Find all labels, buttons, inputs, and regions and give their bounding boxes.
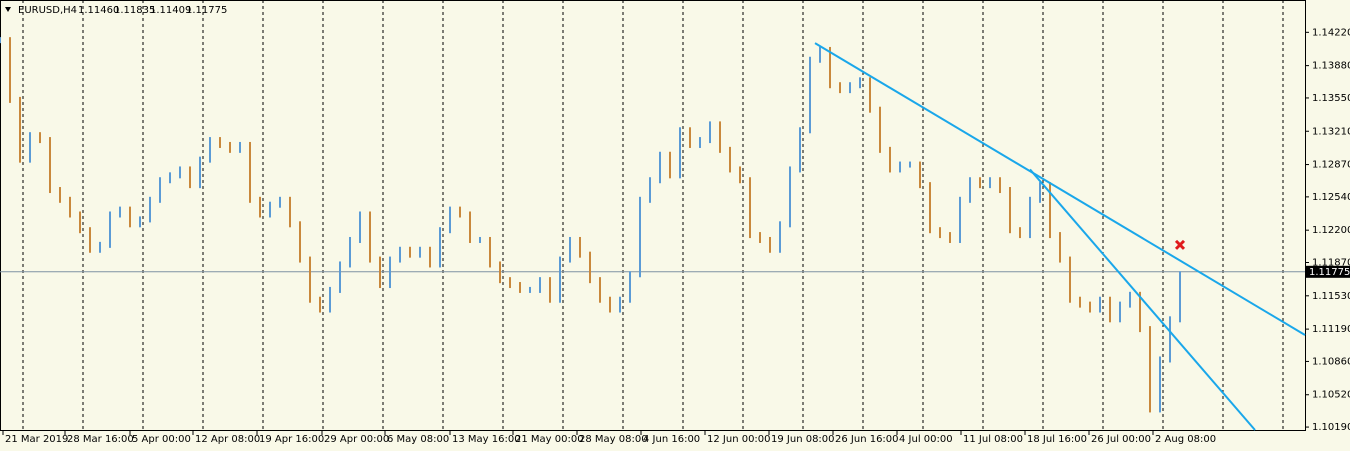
x-tick-label: 19 Jun 08:00 (771, 434, 835, 445)
y-tick-label: 1.11190 (1312, 324, 1350, 335)
y-tick-label: 1.13210 (1312, 126, 1350, 137)
x-tick-label: 21 May 00:00 (515, 434, 584, 445)
x-tick-label: 4 Jun 16:00 (643, 434, 700, 445)
x-tick-label: 19 Apr 16:00 (259, 434, 324, 445)
trendline (814, 42, 1306, 336)
x-tick-label: 2 Aug 08:00 (1155, 434, 1216, 445)
symbol: EURUSD,H4 (18, 5, 77, 16)
x-tick-label: 28 Mar 16:00 (67, 434, 134, 445)
x-tick-label: 11 Jul 08:00 (963, 434, 1023, 445)
x-tick-label: 4 Jul 00:00 (899, 434, 953, 445)
menu-arrow[interactable] (5, 7, 11, 12)
y-tick-label: 1.12870 (1312, 160, 1350, 171)
x-tick-label: 12 Jun 00:00 (707, 434, 771, 445)
current-price-label: 1.11775 (1309, 267, 1350, 278)
y-tick-label: 1.10520 (1312, 390, 1350, 401)
current-price-box (1306, 265, 1350, 278)
x-tick-label: 12 Apr 08:00 (195, 434, 260, 445)
sell-marker (1174, 239, 1186, 250)
x-tick-label: 5 Apr 00:00 (132, 434, 191, 445)
x-tick-label: 6 May 08:00 (387, 434, 449, 445)
x-tick-label: 28 May 08:00 (579, 434, 648, 445)
y-tick-label: 1.13550 (1312, 93, 1350, 104)
x-tick-label: 26 Jun 16:00 (835, 434, 899, 445)
y-tick-label: 1.10860 (1312, 356, 1350, 367)
quote-value: 1.11775 (186, 5, 227, 16)
y-tick-label: 1.14220 (1312, 27, 1350, 38)
x-tick-label: 26 Jul 00:00 (1091, 434, 1151, 445)
x-tick-label: 18 Jul 16:00 (1027, 434, 1087, 445)
y-tick-label: 1.13880 (1312, 61, 1350, 72)
y-tick-label: 1.10190 (1312, 422, 1350, 433)
quote-value: 1.11460 (78, 5, 119, 16)
trendline (1029, 168, 1256, 431)
y-tick-label: 1.11870 (1312, 258, 1350, 269)
y-tick-label: 1.12540 (1312, 192, 1350, 203)
x-tick-label: 21 Mar 2019 (5, 434, 68, 445)
quote-value: 1.11409 (150, 5, 191, 16)
y-tick-label: 1.12200 (1312, 225, 1350, 236)
quote-value: 1.11835 (114, 5, 155, 16)
x-tick-label: 29 Apr 00:00 (324, 434, 389, 445)
x-tick-label: 13 May 16:00 (452, 434, 521, 445)
y-tick-label: 1.11530 (1312, 291, 1350, 302)
plot-frame (0, 0, 1306, 431)
